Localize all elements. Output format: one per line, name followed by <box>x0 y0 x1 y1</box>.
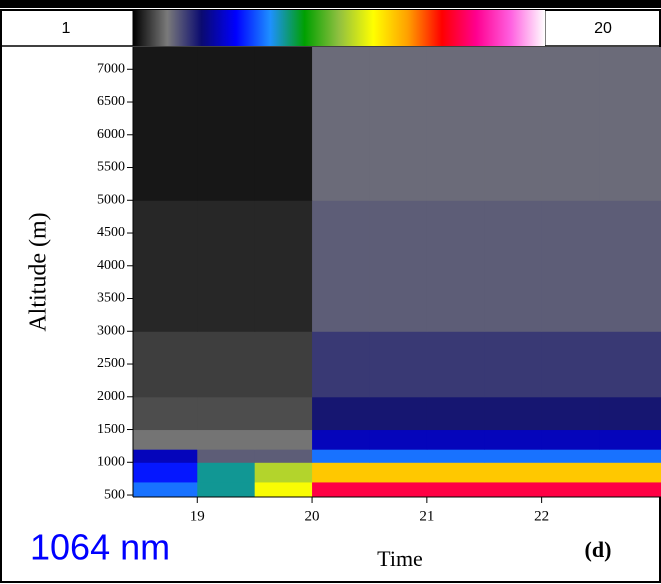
y-tick-label: 2500 <box>97 356 125 371</box>
heatmap-cell <box>541 47 600 201</box>
heatmap-cell <box>369 200 428 332</box>
heatmap-cell <box>369 449 428 463</box>
colorbar-max-label: 20 <box>594 20 612 37</box>
heatmap-cell <box>312 331 370 398</box>
heatmap-cell <box>312 47 370 201</box>
heatmap-cell <box>133 331 198 398</box>
wavelength-label: 1064 nm <box>30 527 170 568</box>
heatmap-cell <box>541 396 600 431</box>
heatmap-cell <box>484 396 543 431</box>
y-tick-label: 500 <box>104 487 125 502</box>
y-tick-label: 5500 <box>97 160 125 175</box>
heatmap-cell <box>369 481 428 498</box>
y-tick-label: 3000 <box>97 323 125 338</box>
heatmap-cell <box>484 47 543 201</box>
x-tick-label: 19 <box>190 508 205 524</box>
heatmap-cell <box>599 462 661 483</box>
heatmap-cell <box>197 200 256 332</box>
heatmap-cell <box>484 462 543 483</box>
heatmap-cell <box>599 449 661 463</box>
heatmap-cell <box>254 331 313 398</box>
y-tick-label: 3500 <box>97 291 125 306</box>
heatmap-cell <box>541 331 600 398</box>
heatmap-cell <box>197 481 256 498</box>
heatmap-cell <box>312 200 370 332</box>
x-tick-label: 21 <box>419 508 434 524</box>
y-tick-label: 1000 <box>97 455 125 470</box>
heatmap-cell <box>426 331 485 398</box>
heatmap-cell <box>197 331 256 398</box>
heatmap-cell <box>426 396 485 431</box>
colorbar <box>133 10 545 46</box>
heatmap-cell <box>426 47 485 201</box>
heatmap-cell <box>254 429 313 450</box>
heatmap-cell <box>197 429 256 450</box>
heatmap-cell <box>312 429 370 450</box>
heatmap-cell <box>254 200 313 332</box>
heatmap-cell <box>426 429 485 450</box>
heatmap-cell <box>254 462 313 483</box>
heatmap-cell <box>484 200 543 332</box>
heatmap-cell <box>426 449 485 463</box>
y-tick-label: 6500 <box>97 94 125 109</box>
heatmap-cell <box>599 396 661 431</box>
y-tick-label: 6000 <box>97 127 125 142</box>
heatmap-cell <box>133 462 198 483</box>
heatmap-cell <box>599 429 661 450</box>
heatmap-cell <box>369 396 428 431</box>
heatmap-cell <box>369 331 428 398</box>
y-axis-label: Altitude (m) <box>26 212 52 331</box>
x-tick-label: 20 <box>305 508 320 524</box>
heatmap-cell <box>369 429 428 450</box>
heatmap-cell <box>254 481 313 498</box>
x-tick-label: 22 <box>534 508 549 524</box>
heatmap-cell <box>133 449 198 463</box>
y-tick-label: 5000 <box>97 192 125 207</box>
heatmap-cell <box>254 449 313 463</box>
y-tick-label: 1500 <box>97 422 125 437</box>
heatmap-cell <box>197 396 256 431</box>
heatmap-cell <box>197 462 256 483</box>
heatmap-cell <box>599 331 661 398</box>
heatmap-cell <box>197 449 256 463</box>
y-tick-label: 2000 <box>97 389 125 404</box>
heatmap-cell <box>312 396 370 431</box>
heatmap-cell <box>541 429 600 450</box>
heatmap-cell <box>599 200 661 332</box>
heatmap-cell <box>484 481 543 498</box>
heatmap-cell <box>541 449 600 463</box>
heatmap-cell <box>312 462 370 483</box>
heatmap-cell <box>541 462 600 483</box>
y-tick-label: 4500 <box>97 225 125 240</box>
heatmap-cell <box>484 449 543 463</box>
heatmap-cell <box>426 462 485 483</box>
heatmap-cell <box>254 47 313 201</box>
heatmap-cell <box>599 481 661 498</box>
heatmap-cell <box>426 481 485 498</box>
panel-label: (d) <box>585 537 612 562</box>
heatmap-cell <box>369 47 428 201</box>
heatmap-cell <box>312 481 370 498</box>
heatmap-cell <box>599 47 661 201</box>
heatmap-cell <box>484 429 543 450</box>
heatmap-cell <box>133 481 198 498</box>
heatmap-cell <box>426 200 485 332</box>
heatmap-cell <box>133 47 198 201</box>
heatmap-cell <box>312 449 370 463</box>
heatmap-cell <box>541 481 600 498</box>
heatmap-cell <box>197 47 256 201</box>
heatmap-cell <box>133 200 198 332</box>
top-frame <box>0 0 661 8</box>
x-axis-label: Time <box>377 546 423 571</box>
heatmap-cell <box>133 429 198 450</box>
heatmap-cell <box>133 396 198 431</box>
heatmap-cell <box>541 200 600 332</box>
y-tick-label: 7000 <box>97 61 125 76</box>
colorbar-min-label: 1 <box>62 20 71 37</box>
heatmap-cell <box>369 462 428 483</box>
heatmap-cell <box>484 331 543 398</box>
y-tick-label: 4000 <box>97 258 125 273</box>
heatmap-cell <box>254 396 313 431</box>
